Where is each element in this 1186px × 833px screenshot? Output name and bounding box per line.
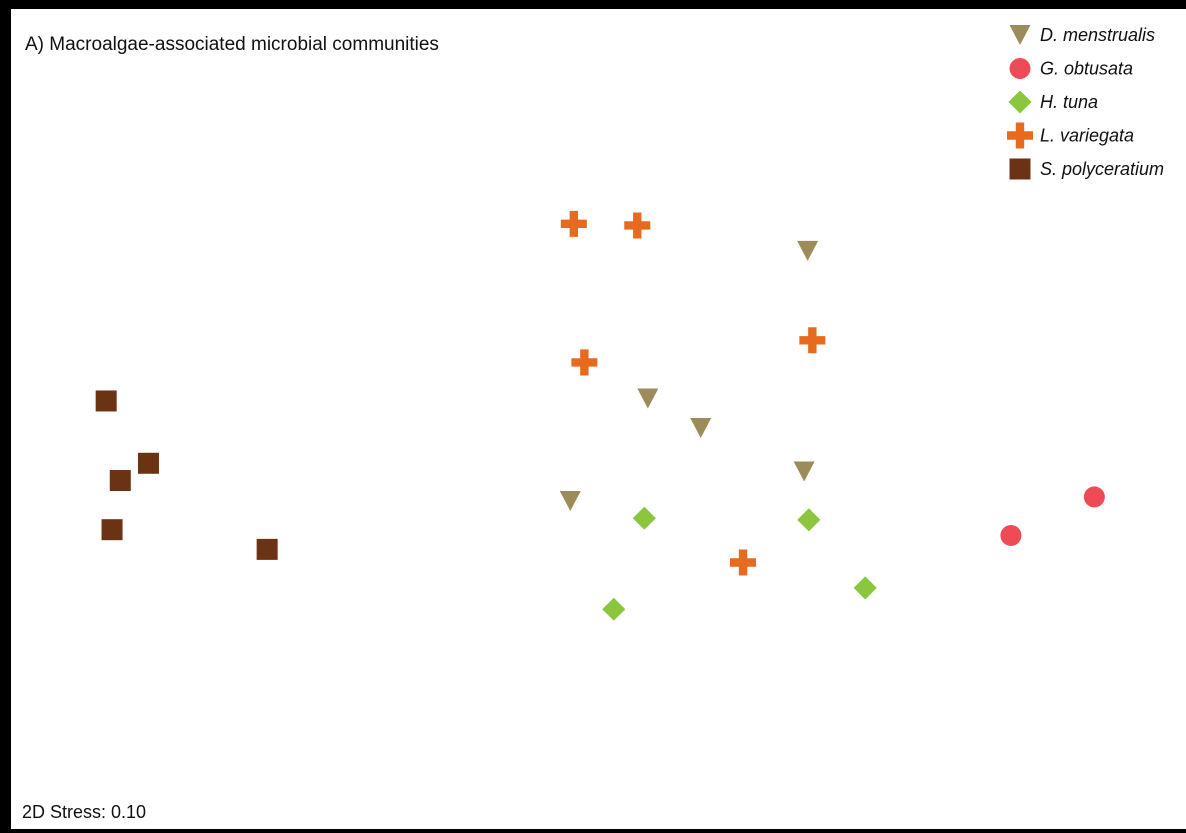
data-point-l-variegata-2: [624, 212, 651, 239]
data-point-d-menstrualis-1: [797, 240, 819, 261]
data-point-h-tuna-2: [797, 508, 821, 532]
data-point-d-menstrualis-2: [637, 388, 659, 409]
legend-label-h-tuna: H. tuna: [1040, 92, 1098, 112]
data-point-g-obtusata-2: [1000, 524, 1022, 546]
data-point-h-tuna-4: [602, 597, 626, 621]
data-point-d-menstrualis-4: [793, 461, 815, 482]
legend-marker-s-polyceratium: [1009, 158, 1031, 180]
legend-marker-g-obtusata: [1009, 58, 1031, 79]
legend-marker-l-variegata: [1006, 122, 1034, 149]
data-point-l-variegata-4: [571, 349, 598, 376]
points-layer: [95, 210, 1105, 621]
legend-label-g-obtusata: G. obtusata: [1040, 59, 1133, 79]
data-point-d-menstrualis-3: [690, 418, 712, 438]
legend: D. menstrualis G. obtusata H. tuna L. varie…: [1006, 25, 1164, 180]
data-point-l-variegata-3: [799, 327, 826, 354]
data-point-s-polyceratium-1: [95, 390, 117, 412]
legend-label-s-polyceratium: S. polyceratium: [1040, 159, 1164, 179]
chart-title: A) Macroalgae-associated microbial commu…: [25, 34, 439, 55]
legend-marker-d-menstrualis: [1009, 25, 1031, 45]
legend-label-l-variegata: L. variegata: [1040, 126, 1134, 146]
data-point-s-polyceratium-3: [109, 470, 131, 491]
legend-label-d-menstrualis: D. menstrualis: [1040, 25, 1155, 45]
data-point-l-variegata-5: [730, 549, 757, 576]
stress-label: 2D Stress: 0.10: [22, 802, 146, 822]
data-point-s-polyceratium-5: [256, 538, 278, 560]
data-point-h-tuna-1: [632, 506, 656, 530]
data-point-l-variegata-1: [560, 210, 587, 237]
data-point-d-menstrualis-5: [559, 491, 581, 511]
data-point-s-polyceratium-2: [137, 452, 159, 474]
data-point-h-tuna-3: [853, 576, 877, 600]
data-point-s-polyceratium-4: [101, 519, 123, 541]
data-point-g-obtusata-1: [1083, 486, 1105, 508]
legend-marker-h-tuna: [1008, 90, 1032, 114]
